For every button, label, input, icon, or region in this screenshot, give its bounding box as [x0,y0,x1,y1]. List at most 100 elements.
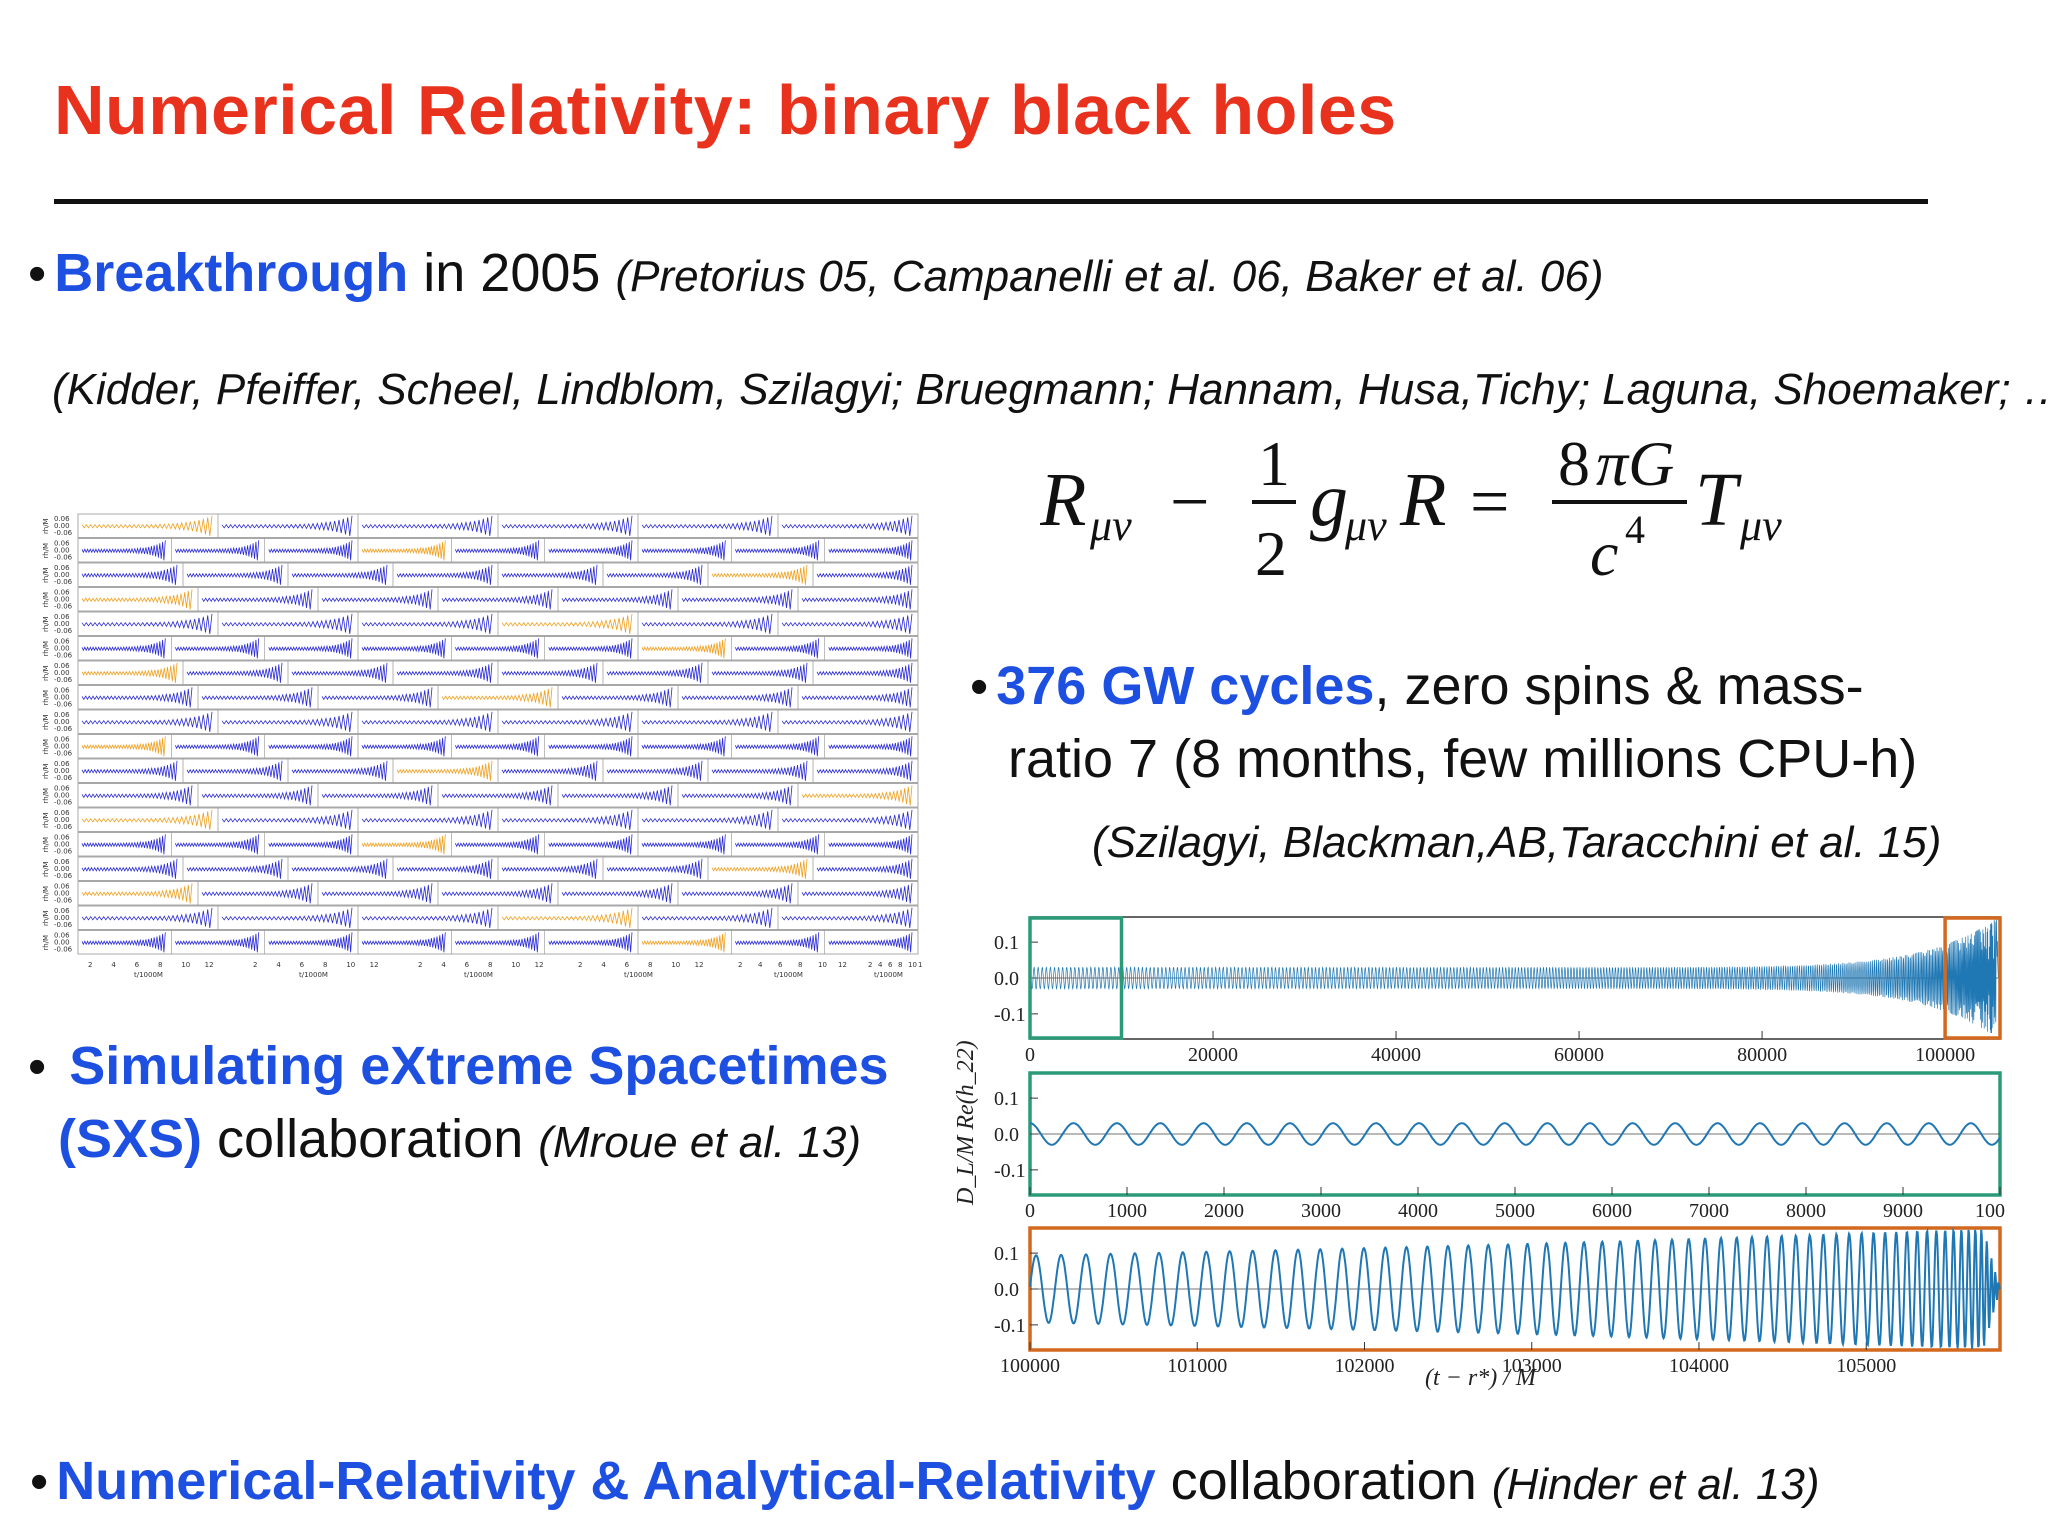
grid-x-tick: 12 [838,961,847,969]
svg-text:2: 2 [1255,518,1287,589]
bullet-nr-ar: • Numerical-Relativity & Analytical-Relat… [30,1450,1820,1512]
thumb-waveform [221,613,353,634]
cell-frame [824,930,919,955]
bullet-dot: • [28,245,47,303]
grid-x-tick: 2 [578,961,582,969]
thumb-waveform [361,638,446,659]
svg-text:g: g [1310,458,1348,542]
bullet-gw-cycles: • 376 GW cycles, zero spins & mass- ratio… [970,650,1917,795]
svg-text:8: 8 [1558,428,1590,499]
thumb-waveform [816,564,913,585]
thumb-waveform [441,589,553,610]
thumb-waveform [268,834,353,855]
thumb-waveform [801,883,913,904]
x-tick-label: 9000 [1883,1200,1923,1222]
thumb-waveform [561,687,673,708]
row-tick: -0.06 [54,554,73,562]
thumb-waveform [501,564,598,585]
thumb-waveform [801,589,913,610]
x-tick-label: 4000 [1398,1200,1438,1222]
thumb-waveform [174,540,260,561]
row-tick: -0.06 [54,603,73,611]
svg-text:=: = [1470,464,1509,541]
cell-frame [777,611,919,636]
cell-frame [797,881,919,906]
row-tick: -0.06 [54,823,73,831]
gw-cycles-highlight: 376 GW cycles [996,656,1375,716]
x-tick-label: 105000 [1836,1355,1896,1377]
thumb-waveform [361,711,493,732]
thumb-waveform [828,932,913,953]
thumb-waveform [501,613,633,634]
grid-x-tick: 4 [758,961,763,969]
row-tick: 0.06 [54,613,70,621]
thumb-waveform [268,638,353,659]
cell-frame [812,758,919,783]
thumb-waveform [81,858,178,879]
x-tick-label: 40000 [1371,1044,1421,1066]
sxs-text: collaboration [202,1109,539,1169]
grid-x-tick: 4 [111,961,116,969]
svg-text:4: 4 [1625,507,1645,552]
row-tick: 0.00 [54,914,70,922]
row-label: rh/M [42,518,50,534]
thumb-waveform [291,564,388,585]
row-tick: 0.06 [54,834,70,842]
zoom-box [1028,916,1124,1040]
grid-x-tick: 2 [738,961,742,969]
thumb-waveform [641,932,726,953]
bullet-breakthrough: • Breakthrough in 2005 (Pretorius 05, Cam… [28,242,1603,304]
thumb-waveform [801,687,913,708]
row-tick: 0.06 [54,883,70,891]
thumb-waveform [781,711,913,732]
thumb-waveform [681,883,793,904]
bullet-dot: • [970,658,989,716]
thumb-waveform [81,760,178,781]
thumb-waveform [606,662,703,683]
thumb-waveform [548,540,633,561]
row-tick: 0.06 [54,785,70,793]
thumb-waveform [186,564,283,585]
row-tick: 0.00 [54,571,70,579]
row-tick: 0.00 [54,816,70,824]
row-tick: 0.06 [54,711,70,719]
thumb-waveform [186,858,283,879]
thumb-waveform [321,785,433,806]
thumb-waveform [606,564,703,585]
thumb-waveform [561,883,673,904]
thumb-waveform [454,638,540,659]
thumb-waveform [641,834,726,855]
x-tick-label: 3000 [1301,1200,1341,1222]
thumb-waveform [828,736,913,757]
einstein-equation: R μν − 1 2 g μν R = 8 πG c 4 T μν [1039,420,1820,609]
grid-x-tick: 2 [88,961,92,969]
x-tick-label: 60000 [1554,1044,1604,1066]
grid-x-tick: 10 [346,961,355,969]
thumb-waveform [606,858,703,879]
thumb-waveform [501,760,598,781]
grid-x-tick: 2 [868,961,872,969]
thumb-waveform [361,809,493,830]
slide-title: Numerical Relativity: binary black holes [54,71,1397,149]
row-tick: 0.06 [54,540,70,548]
row-tick: 0.06 [54,687,70,695]
thumb-waveform [734,834,820,855]
thumb-waveform [501,858,598,879]
thumb-waveform [734,638,820,659]
row-tick: -0.06 [54,799,73,807]
y-tick-label: -0.1 [994,1315,1026,1337]
thumb-waveform [361,932,446,953]
cell-frame [824,734,919,759]
thumb-waveform [681,589,793,610]
row-label: rh/M [42,739,50,755]
thumb-waveform [711,662,808,683]
grid-x-tick: 6 [888,961,893,969]
thumb-waveform [734,736,820,757]
thumb-waveform [396,760,493,781]
row-tick: 0.00 [54,547,70,555]
thumb-waveform [81,638,166,659]
thumb-waveform [816,858,913,879]
y-tick-label: 0.1 [994,932,1019,954]
gw-line1-text: , zero spins & mass- [1374,656,1864,716]
